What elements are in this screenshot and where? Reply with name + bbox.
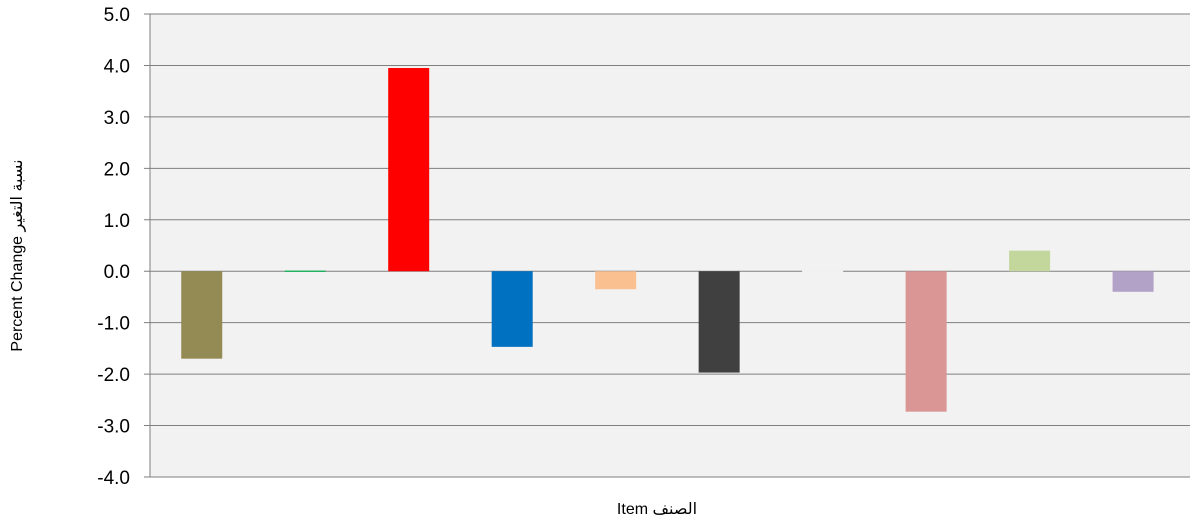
y-tick-labels: 5.0 4.0 3.0 2.0 1.0 0.0 -1.0 -2.0 -3.0 -4.0 <box>97 5 130 489</box>
plot-area <box>150 14 1190 477</box>
x-axis-title: Item الصنف <box>617 501 697 518</box>
bar-8 <box>905 271 947 412</box>
bar-7 <box>802 270 844 272</box>
bar-3 <box>388 68 430 272</box>
bar-1 <box>181 271 223 359</box>
bar-2 <box>284 270 326 272</box>
y-tick-label: 3.0 <box>104 108 130 129</box>
y-tick-label: 0.0 <box>104 262 130 283</box>
y-tick-label: 4.0 <box>104 56 130 77</box>
bar-5 <box>595 271 637 290</box>
bars <box>181 68 1154 412</box>
bar-4 <box>491 271 533 347</box>
bar-9 <box>1009 250 1051 272</box>
y-tick-label: -3.0 <box>97 417 130 438</box>
y-tick-label: 1.0 <box>104 211 130 232</box>
y-tick-label: 2.0 <box>104 159 130 180</box>
y-tick-label: 5.0 <box>104 5 130 26</box>
y-tick-label: -2.0 <box>97 365 130 386</box>
y-tick-label: -4.0 <box>97 468 130 489</box>
y-tick-label: -1.0 <box>97 314 130 335</box>
bar-10 <box>1112 271 1154 292</box>
bar-6 <box>698 271 740 373</box>
y-axis-title: Percent Change نسبة التغير <box>9 159 27 351</box>
